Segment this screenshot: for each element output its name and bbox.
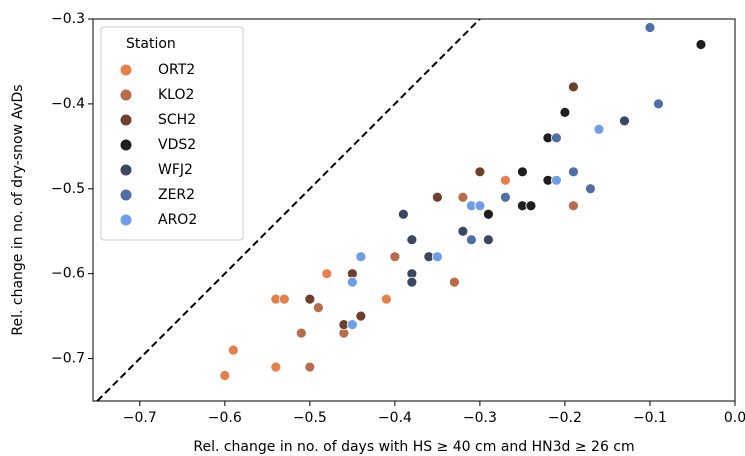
point bbox=[585, 183, 596, 195]
point bbox=[593, 123, 605, 135]
point bbox=[448, 276, 460, 288]
point bbox=[304, 361, 316, 373]
point bbox=[551, 174, 562, 186]
legend-marker bbox=[119, 113, 133, 127]
legend-label: ORT2 bbox=[158, 62, 195, 78]
point bbox=[380, 293, 392, 305]
point bbox=[219, 370, 231, 381]
point bbox=[483, 208, 494, 220]
y-tick-label: −0.4 bbox=[51, 96, 85, 112]
legend-marker bbox=[119, 138, 133, 152]
point bbox=[431, 251, 443, 263]
point bbox=[304, 293, 316, 305]
x-tick-label: −0.4 bbox=[378, 410, 412, 426]
point bbox=[483, 234, 494, 246]
plot-frame bbox=[92, 18, 736, 402]
point bbox=[559, 106, 571, 118]
point bbox=[312, 302, 324, 314]
point bbox=[551, 132, 562, 144]
y-tick-label: −0.7 bbox=[51, 351, 85, 367]
x-tick-label: 0.0 bbox=[724, 410, 745, 426]
point bbox=[431, 191, 443, 203]
legend-box bbox=[100, 26, 244, 241]
point bbox=[653, 98, 664, 110]
point bbox=[644, 22, 656, 33]
reference-line bbox=[96, 18, 481, 402]
point bbox=[465, 234, 477, 246]
point bbox=[500, 191, 511, 203]
point bbox=[406, 276, 418, 288]
legend-title: Station bbox=[126, 36, 176, 52]
point bbox=[695, 39, 707, 50]
x-tick-label: −0.3 bbox=[463, 410, 497, 426]
y-tick-label: −0.5 bbox=[51, 181, 85, 197]
point bbox=[389, 251, 401, 263]
x-axis-label: Rel. change in no. of days with HS ≥ 40 … bbox=[193, 439, 634, 455]
legend-label: SCH2 bbox=[158, 112, 196, 128]
point bbox=[474, 200, 486, 212]
y-tick-label: −0.6 bbox=[51, 266, 85, 282]
point bbox=[346, 276, 358, 288]
point bbox=[457, 225, 469, 237]
legend-marker bbox=[119, 213, 133, 227]
legend-label: ARO2 bbox=[158, 212, 197, 228]
y-tick-label: −0.3 bbox=[51, 11, 85, 27]
point bbox=[227, 344, 239, 356]
legend-label: ZER2 bbox=[158, 187, 195, 203]
legend-marker bbox=[119, 88, 133, 102]
point bbox=[568, 81, 579, 93]
legend-marker bbox=[119, 163, 133, 177]
point bbox=[397, 208, 409, 220]
point bbox=[568, 166, 579, 178]
x-tick-label: −0.7 bbox=[123, 410, 157, 426]
point bbox=[619, 115, 630, 127]
point bbox=[406, 234, 418, 246]
legend-label: KLO2 bbox=[158, 87, 194, 103]
legend-label: VDS2 bbox=[158, 137, 196, 153]
point bbox=[355, 251, 367, 263]
x-tick-label: −0.1 bbox=[633, 410, 667, 426]
point bbox=[457, 191, 469, 203]
x-tick-label: −0.6 bbox=[208, 410, 242, 426]
point bbox=[295, 327, 307, 339]
y-axis-label: Rel. change in no. of dry-snow AvDs bbox=[10, 84, 26, 335]
legend-label: WFJ2 bbox=[158, 162, 193, 178]
point bbox=[346, 319, 358, 331]
point bbox=[568, 200, 579, 212]
point bbox=[474, 166, 486, 178]
point bbox=[270, 361, 282, 373]
point bbox=[517, 166, 528, 178]
point bbox=[321, 268, 333, 280]
x-tick-label: −0.2 bbox=[548, 410, 582, 426]
point bbox=[525, 200, 537, 212]
point bbox=[500, 174, 511, 186]
point bbox=[278, 293, 290, 305]
x-tick-label: −0.5 bbox=[293, 410, 327, 426]
legend-marker bbox=[119, 63, 133, 77]
point bbox=[355, 310, 367, 322]
legend-marker bbox=[119, 188, 133, 202]
